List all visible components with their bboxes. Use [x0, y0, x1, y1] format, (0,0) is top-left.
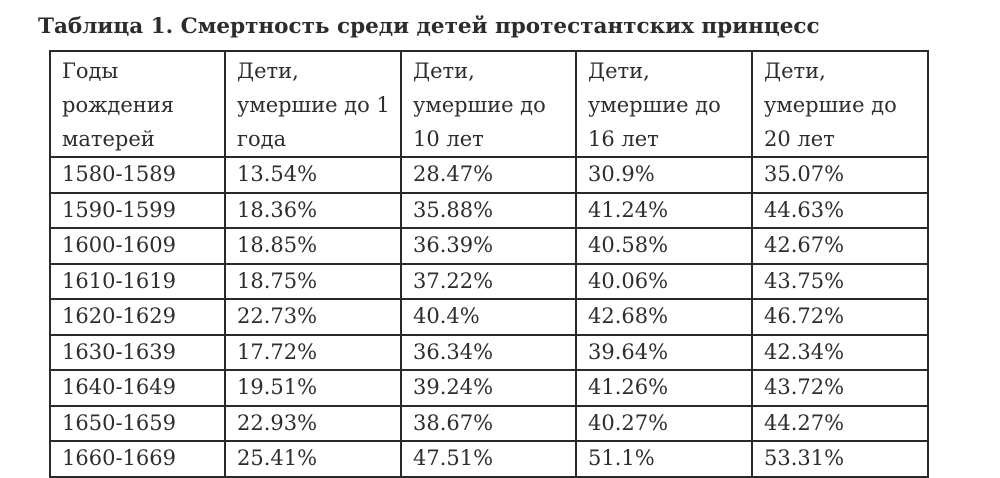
table-row: 1600-1609 18.85% 36.39% 40.58% 42.67% — [49, 227, 929, 265]
cell-years: 1580-1589 — [49, 156, 226, 194]
cell-value: 36.34% — [400, 333, 577, 371]
cell-value: 53.31% — [751, 440, 929, 478]
cell-value: 40.06% — [575, 262, 753, 300]
cell-value: 47.51% — [400, 440, 577, 478]
header-mother-birth-years: Годы рождения матерей — [49, 50, 226, 158]
cell-value: 18.36% — [224, 191, 402, 229]
header-line: рождения — [62, 93, 175, 117]
header-line: 20 лет — [764, 127, 835, 151]
header-line: года — [237, 127, 287, 151]
header-line: умершие до — [588, 93, 721, 117]
cell-value: 28.47% — [400, 156, 577, 194]
cell-value: 13.54% — [224, 156, 402, 194]
cell-value: 35.07% — [751, 156, 929, 194]
cell-value: 40.4% — [400, 298, 577, 336]
cell-years: 1660-1669 — [49, 440, 226, 478]
header-line: 16 лет — [588, 127, 659, 151]
cell-value: 43.75% — [751, 262, 929, 300]
cell-value: 40.58% — [575, 227, 753, 265]
table-row: 1640-1649 19.51% 39.24% 41.26% 43.72% — [49, 369, 929, 407]
table-row: 1620-1629 22.73% 40.4% 42.68% 46.72% — [49, 298, 929, 336]
cell-value: 19.51% — [224, 369, 402, 407]
header-line: Дети, — [237, 59, 299, 83]
cell-value: 35.88% — [400, 191, 577, 229]
header-died-before-16-years: Дети, умершие до 16 лет — [575, 50, 753, 158]
table-row: 1590-1599 18.36% 35.88% 41.24% 44.63% — [49, 191, 929, 229]
cell-value: 40.27% — [575, 404, 753, 442]
cell-value: 44.27% — [751, 404, 929, 442]
header-line: Годы — [62, 59, 119, 83]
cell-years: 1630-1639 — [49, 333, 226, 371]
cell-value: 41.26% — [575, 369, 753, 407]
cell-years: 1610-1619 — [49, 262, 226, 300]
cell-value: 42.68% — [575, 298, 753, 336]
header-line: Дети, — [413, 59, 475, 83]
cell-value: 18.85% — [224, 227, 402, 265]
cell-value: 37.22% — [400, 262, 577, 300]
header-line: 10 лет — [413, 127, 484, 151]
header-row: Годы рождения матерей Дети, умершие до 1… — [49, 50, 929, 158]
header-line: матерей — [62, 127, 155, 151]
cell-value: 39.64% — [575, 333, 753, 371]
cell-years: 1640-1649 — [49, 369, 226, 407]
cell-value: 42.34% — [751, 333, 929, 371]
cell-value: 51.1% — [575, 440, 753, 478]
table-row: 1580-1589 13.54% 28.47% 30.9% 35.07% — [49, 156, 929, 194]
cell-value: 22.73% — [224, 298, 402, 336]
cell-value: 18.75% — [224, 262, 402, 300]
cell-years: 1650-1659 — [49, 404, 226, 442]
mortality-table: Годы рождения матерей Дети, умершие до 1… — [49, 50, 929, 478]
cell-value: 36.39% — [400, 227, 577, 265]
cell-value: 44.63% — [751, 191, 929, 229]
cell-value: 46.72% — [751, 298, 929, 336]
table-row: 1660-1669 25.41% 47.51% 51.1% 53.31% — [49, 440, 929, 478]
cell-value: 22.93% — [224, 404, 402, 442]
header-died-before-1-year: Дети, умершие до 1 года — [224, 50, 402, 158]
table-row: 1610-1619 18.75% 37.22% 40.06% 43.75% — [49, 262, 929, 300]
cell-years: 1600-1609 — [49, 227, 226, 265]
cell-value: 41.24% — [575, 191, 753, 229]
header-line: Дети, — [588, 59, 650, 83]
header-died-before-20-years: Дети, умершие до 20 лет — [751, 50, 929, 158]
cell-value: 38.67% — [400, 404, 577, 442]
header-line: умершие до 1 — [237, 93, 390, 117]
cell-value: 43.72% — [751, 369, 929, 407]
table-row: 1630-1639 17.72% 36.34% 39.64% 42.34% — [49, 333, 929, 371]
header-died-before-10-years: Дети, умершие до 10 лет — [400, 50, 577, 158]
table-title: Таблица 1. Смертность среди детей протес… — [38, 14, 820, 39]
header-line: Дети, — [764, 59, 826, 83]
cell-value: 39.24% — [400, 369, 577, 407]
cell-years: 1620-1629 — [49, 298, 226, 336]
cell-value: 30.9% — [575, 156, 753, 194]
table-row: 1650-1659 22.93% 38.67% 40.27% 44.27% — [49, 404, 929, 442]
cell-value: 42.67% — [751, 227, 929, 265]
header-line: умершие до — [764, 93, 897, 117]
cell-value: 25.41% — [224, 440, 402, 478]
cell-years: 1590-1599 — [49, 191, 226, 229]
cell-value: 17.72% — [224, 333, 402, 371]
header-line: умершие до — [413, 93, 546, 117]
